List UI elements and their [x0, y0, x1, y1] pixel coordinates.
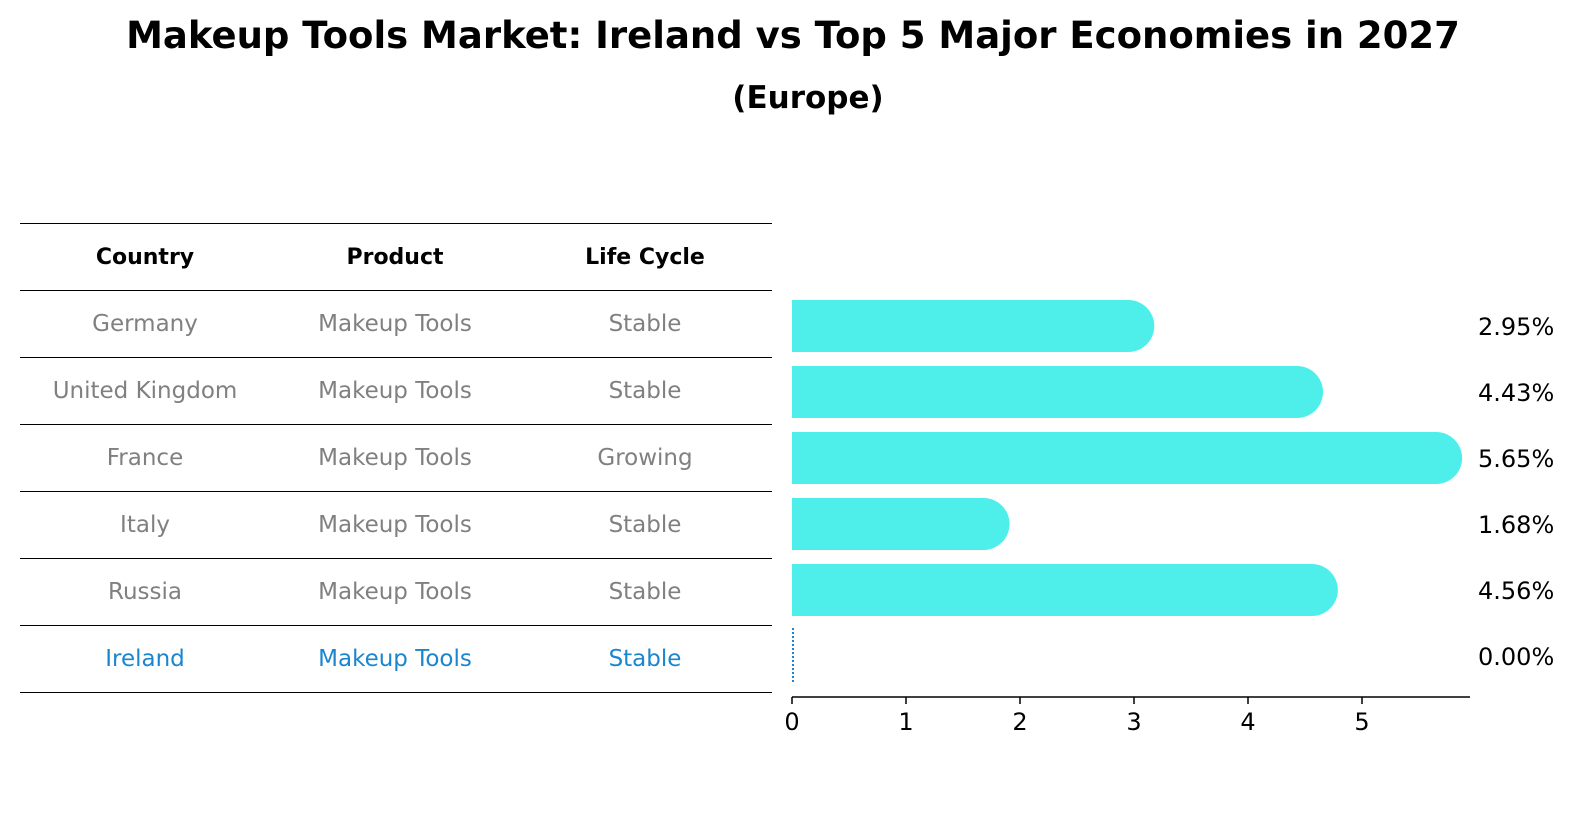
product-cell: Makeup Tools [318, 311, 472, 337]
x-tick-label: 3 [1126, 708, 1141, 736]
country-cell: Russia [108, 579, 182, 605]
table-row: Germany Makeup Tools Stable [20, 291, 772, 358]
header-product: Product [346, 244, 444, 270]
header-life-cycle: Life Cycle [585, 244, 705, 270]
table-row: France Makeup Tools Growing [20, 425, 772, 492]
x-tick-label: 1 [898, 708, 913, 736]
x-tick-label: 4 [1240, 708, 1255, 736]
bar-germany [792, 300, 1155, 352]
value-label-italy: 1.68% [1478, 511, 1554, 539]
life-cycle-cell: Stable [608, 311, 682, 337]
life-cycle-cell: Growing [597, 445, 693, 471]
table-row: Russia Makeup Tools Stable [20, 559, 772, 626]
header-country: Country [95, 244, 195, 270]
country-cell: Ireland [105, 646, 185, 672]
table-row-highlight: Ireland Makeup Tools Stable [20, 626, 772, 693]
product-cell: Makeup Tools [318, 512, 472, 538]
life-cycle-cell: Stable [608, 512, 682, 538]
table-row: Italy Makeup Tools Stable [20, 492, 772, 559]
value-label-france: 5.65% [1478, 445, 1554, 473]
table-header-row: Country Product Life Cycle [20, 223, 772, 291]
bar-france [792, 432, 1463, 484]
value-label-united-kingdom: 4.43% [1478, 379, 1554, 407]
life-cycle-cell: Stable [608, 378, 682, 404]
bar-russia [792, 564, 1338, 616]
bar-italy [792, 498, 1010, 550]
chart-title: Makeup Tools Market: Ireland vs Top 5 Ma… [126, 14, 1460, 57]
country-cell: France [106, 445, 184, 471]
country-cell: Germany [92, 311, 198, 337]
chart-subtitle: (Europe) [732, 80, 884, 116]
bar-united-kingdom [792, 366, 1324, 418]
value-label-russia: 4.56% [1478, 577, 1554, 605]
product-cell: Makeup Tools [318, 579, 472, 605]
product-cell: Makeup Tools [318, 378, 472, 404]
product-cell: Makeup Tools [318, 445, 472, 471]
country-cell: United Kingdom [52, 378, 238, 404]
table-row: United Kingdom Makeup Tools Stable [20, 358, 772, 425]
value-label-germany: 2.95% [1478, 313, 1554, 341]
life-cycle-cell: Stable [608, 646, 682, 672]
x-tick-label: 5 [1354, 708, 1369, 736]
x-tick-label: 0 [784, 708, 799, 736]
x-tick-label: 2 [1012, 708, 1027, 736]
value-label-ireland: 0.00% [1478, 643, 1554, 671]
country-cell: Italy [120, 512, 170, 538]
product-cell: Makeup Tools [318, 646, 472, 672]
life-cycle-cell: Stable [608, 579, 682, 605]
country-table: Country Product Life Cycle Germany Makeu… [20, 223, 772, 693]
